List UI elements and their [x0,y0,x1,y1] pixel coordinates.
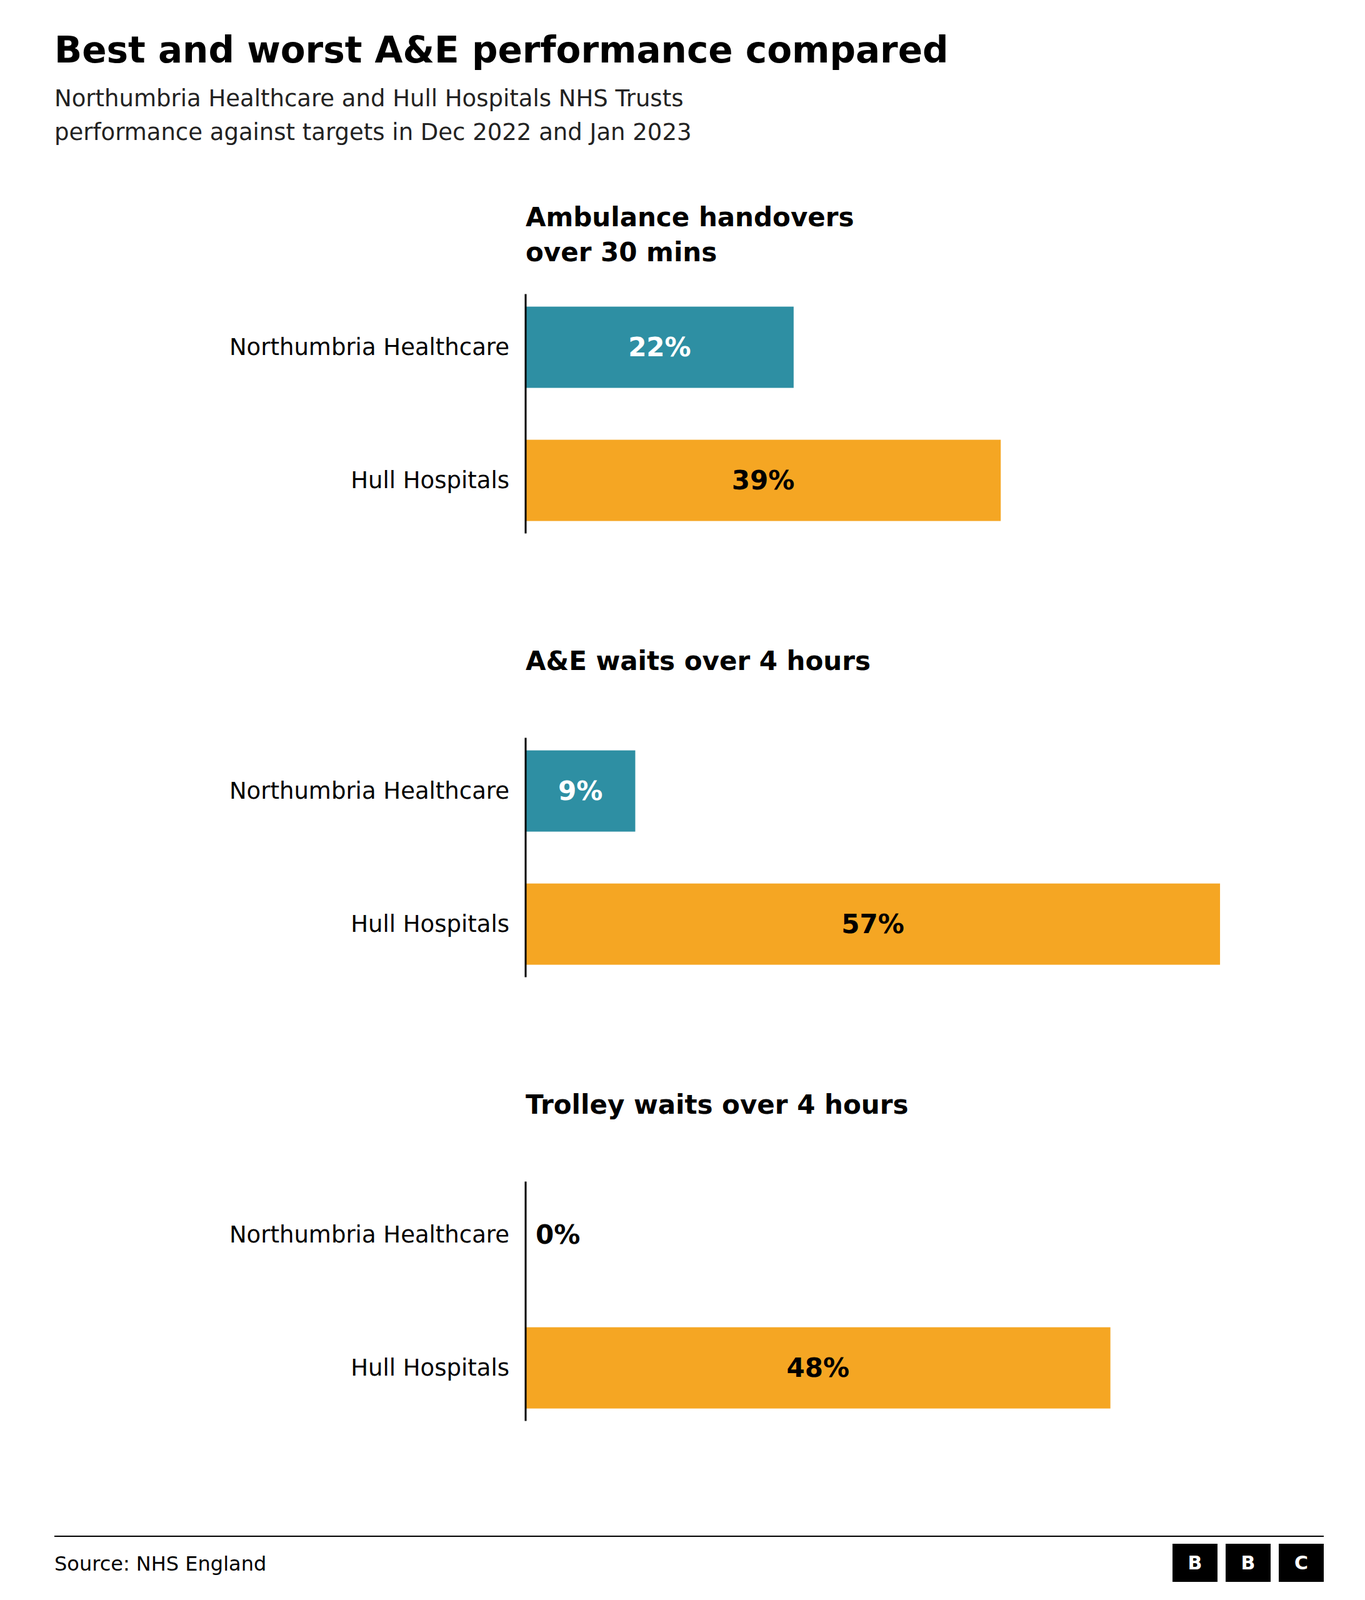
data-label: 0% [535,1219,580,1250]
source: Source: NHS England [54,1551,267,1576]
category-label: Ambulance handoversover 30 mins [525,201,855,268]
logo-letter: C [1294,1551,1309,1574]
labels: Ambulance handoversover 30 mins Northumbr… [229,201,909,1422]
text-line: A&E waits over 4 hours [525,645,871,677]
row-label: Northumbria Healthcare [229,777,510,805]
title: Best and worst A&E performance compared [54,28,949,72]
data-label: 48% [786,1352,850,1384]
text-line: Northumbria Healthcare and Hull Hospital… [54,85,684,112]
row-label: Northumbria Healthcare [229,1221,510,1249]
bar [525,440,1001,522]
bar [525,1327,1111,1409]
category-label: Trolley waits over 4 hours [525,1089,909,1120]
data-label: 9% [558,775,603,807]
subtitle: Northumbria Healthcare and Hull Hospital… [54,85,692,146]
bar [525,306,794,389]
bar [525,883,1220,965]
background [0,0,1365,1600]
logo-box [1278,1543,1324,1582]
data-label: 39% [731,465,795,496]
axis-line [525,294,527,534]
logo: BBC [1172,1543,1324,1582]
row-label: Hull Hospitals [350,910,510,938]
row-label: Hull Hospitals [350,1354,510,1382]
rule [54,1535,1324,1537]
logo-box [1225,1543,1271,1582]
bars [525,306,1220,1409]
chart: Best and worst A&E performance compared N… [0,0,1365,1600]
logo-letter: B [1241,1551,1256,1574]
data-label: 22% [628,331,692,363]
bar [525,750,635,832]
row-label: Northumbria Healthcare [229,333,510,361]
logo-box [1172,1543,1218,1582]
logo-letter: B [1188,1551,1203,1574]
row-label: Hull Hospitals [350,466,510,494]
category-label: A&E waits over 4 hours [525,645,871,677]
text-line: Trolley waits over 4 hours [525,1089,909,1120]
text-line: over 30 mins [525,236,717,268]
text-line: performance against targets in Dec 2022 … [54,118,692,146]
text-line: Ambulance handovers [525,201,855,233]
data-label: 57% [841,908,905,940]
axis-line [525,1181,527,1422]
axis-line [525,738,527,978]
